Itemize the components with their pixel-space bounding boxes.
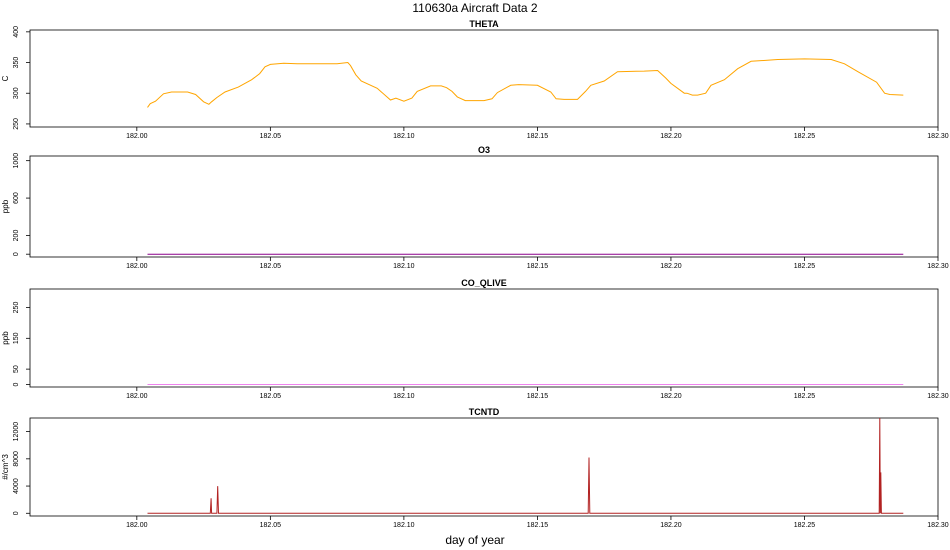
panel-o3: O3 ppb 182.00 182.05 182.10 182.15 182.20 182.2… bbox=[1, 145, 949, 270]
y-tick-label: 200 bbox=[13, 230, 20, 242]
x-tick-label: 182.05 bbox=[260, 263, 282, 270]
x-tick-label: 182.30 bbox=[927, 263, 949, 270]
y-tick-label: 0 bbox=[13, 511, 20, 515]
x-tick-label: 182.05 bbox=[260, 133, 282, 140]
panel-title: TCNTD bbox=[469, 407, 500, 417]
panel-theta: THETA C 182.00 182.05 182.10 182.15 182.20 182.… bbox=[1, 19, 949, 140]
x-tick-label: 182.00 bbox=[126, 133, 148, 140]
x-tick-label: 182.25 bbox=[794, 393, 816, 400]
x-tick-label: 182.20 bbox=[660, 393, 682, 400]
x-tick-label: 182.00 bbox=[126, 263, 148, 270]
plot-frame bbox=[29, 288, 939, 388]
y-tick-label: 600 bbox=[13, 192, 20, 204]
x-tick-label: 182.05 bbox=[260, 522, 282, 529]
plot-frame bbox=[29, 29, 939, 128]
y-tick-label: 350 bbox=[13, 57, 20, 69]
y-tick-label: 12000 bbox=[13, 422, 20, 442]
figure-title: 110630a Aircraft Data 2 bbox=[412, 1, 538, 15]
x-tick-label: 182.10 bbox=[393, 263, 415, 270]
x-tick-label: 182.20 bbox=[660, 522, 682, 529]
panel-title: THETA bbox=[469, 19, 499, 29]
panel-title: O3 bbox=[478, 145, 490, 155]
plot-frame bbox=[29, 155, 939, 258]
x-tick-label: 182.15 bbox=[527, 263, 549, 270]
x-tick-label: 182.10 bbox=[393, 133, 415, 140]
y-tick-label: 250 bbox=[13, 302, 20, 314]
x-tick-label: 182.20 bbox=[660, 133, 682, 140]
panel-tcntd: TCNTD #/cm^3 182.00 182.05 182.10 182.15 182.2… bbox=[1, 407, 949, 529]
x-tick-label: 182.00 bbox=[126, 393, 148, 400]
x-tick-label: 182.30 bbox=[927, 393, 949, 400]
series-line-theta bbox=[147, 58, 904, 108]
x-tick-label: 182.05 bbox=[260, 393, 282, 400]
y-tick-label: 50 bbox=[13, 365, 20, 373]
y-axis-label: #/cm^3 bbox=[1, 454, 10, 480]
x-tick-label: 182.30 bbox=[927, 522, 949, 529]
x-tick-label: 182.25 bbox=[794, 522, 816, 529]
y-tick-label: 1000 bbox=[13, 153, 20, 169]
series-line-tcntd bbox=[147, 417, 904, 514]
y-tick-label: 4000 bbox=[13, 478, 20, 494]
y-tick-label: 300 bbox=[13, 87, 20, 99]
x-tick-label: 182.20 bbox=[660, 263, 682, 270]
x-tick-label: 182.15 bbox=[527, 522, 549, 529]
panel-title: CO_QLIVE bbox=[461, 278, 507, 288]
y-axis-label: C bbox=[1, 75, 10, 81]
panels: THETA C 182.00 182.05 182.10 182.15 182.20 182.… bbox=[1, 19, 949, 529]
y-tick-label: 0 bbox=[13, 382, 20, 386]
x-tick-label: 182.10 bbox=[393, 393, 415, 400]
y-tick-label: 8000 bbox=[13, 451, 20, 467]
y-tick-label: 0 bbox=[13, 252, 20, 256]
x-axis-label: day of year bbox=[445, 533, 504, 547]
x-tick-label: 182.25 bbox=[794, 133, 816, 140]
x-tick-label: 182.25 bbox=[794, 263, 816, 270]
x-tick-label: 182.15 bbox=[527, 133, 549, 140]
y-axis-label: ppb bbox=[1, 331, 10, 345]
y-tick-label: 250 bbox=[13, 118, 20, 130]
y-tick-label: 150 bbox=[13, 332, 20, 344]
x-tick-label: 182.30 bbox=[927, 133, 949, 140]
y-tick-label: 400 bbox=[13, 26, 20, 38]
x-tick-label: 182.15 bbox=[527, 393, 549, 400]
x-tick-label: 182.10 bbox=[393, 522, 415, 529]
plot-frame bbox=[29, 417, 939, 517]
y-axis-label: ppb bbox=[1, 199, 10, 213]
x-tick-label: 182.00 bbox=[126, 522, 148, 529]
